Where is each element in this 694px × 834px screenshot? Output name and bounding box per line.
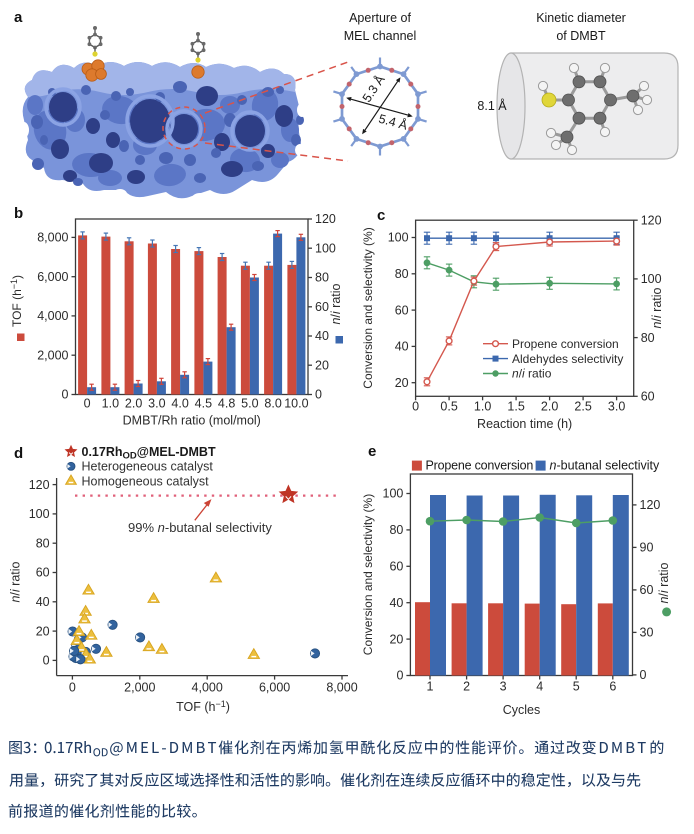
svg-text:n/i ratio: n/i ratio — [329, 283, 343, 324]
svg-text:4.8: 4.8 — [218, 397, 235, 411]
svg-text:60: 60 — [395, 303, 409, 317]
svg-text:120: 120 — [641, 213, 662, 227]
svg-text:4.0: 4.0 — [171, 397, 188, 411]
svg-text:40: 40 — [315, 329, 329, 343]
svg-text:Heterogeneous catalyst: Heterogeneous catalyst — [82, 460, 214, 474]
svg-text:100: 100 — [383, 487, 404, 501]
svg-text:80: 80 — [395, 267, 409, 281]
svg-text:0: 0 — [412, 400, 419, 414]
svg-text:1.0: 1.0 — [102, 397, 119, 411]
svg-text:20: 20 — [315, 358, 329, 372]
svg-text:20: 20 — [36, 624, 50, 638]
svg-text:Propene conversion: Propene conversion — [426, 458, 534, 472]
svg-text:120: 120 — [640, 498, 661, 512]
svg-text:60: 60 — [36, 566, 50, 580]
svg-text:5.4 Å: 5.4 Å — [377, 111, 410, 133]
svg-text:n/i ratio: n/i ratio — [657, 562, 671, 603]
svg-text:30: 30 — [640, 626, 654, 640]
svg-text:5.3 Å: 5.3 Å — [359, 72, 388, 105]
svg-text:b: b — [14, 205, 23, 222]
svg-text:1.0: 1.0 — [474, 400, 491, 414]
svg-text:e: e — [368, 443, 376, 460]
svg-text:Aperture of: Aperture of — [349, 11, 411, 25]
svg-text:3.0: 3.0 — [148, 397, 165, 411]
svg-text:0: 0 — [640, 668, 647, 682]
svg-text:0: 0 — [84, 397, 91, 411]
svg-text:2,000: 2,000 — [37, 348, 68, 362]
svg-text:0: 0 — [396, 669, 403, 683]
svg-text:4.5: 4.5 — [195, 397, 212, 411]
svg-text:1: 1 — [427, 680, 434, 694]
svg-text:60: 60 — [641, 390, 655, 404]
svg-text:2.0: 2.0 — [125, 397, 142, 411]
svg-text:Conversion and selectivity (%): Conversion and selectivity (%) — [361, 494, 375, 655]
svg-text:Reaction time (h): Reaction time (h) — [477, 417, 572, 431]
svg-text:100: 100 — [641, 272, 662, 286]
svg-text:100: 100 — [29, 507, 50, 521]
svg-text:n-butanal selectivity: n-butanal selectivity — [550, 458, 661, 472]
svg-text:2.5: 2.5 — [574, 400, 591, 414]
svg-text:120: 120 — [29, 478, 50, 492]
svg-text:60: 60 — [315, 300, 329, 314]
svg-text:Homogeneous catalyst: Homogeneous catalyst — [82, 474, 210, 488]
svg-text:0.5: 0.5 — [440, 400, 457, 414]
svg-text:n/i ratio: n/i ratio — [512, 367, 552, 381]
svg-text:80: 80 — [389, 523, 403, 537]
svg-text:Conversion and selectivity (%): Conversion and selectivity (%) — [361, 227, 375, 388]
svg-text:Aldehydes selectivity: Aldehydes selectivity — [512, 352, 623, 366]
svg-text:0: 0 — [62, 388, 69, 402]
svg-text:80: 80 — [36, 536, 50, 550]
svg-text:c: c — [377, 207, 385, 224]
svg-text:99% n-butanal selectivity: 99% n-butanal selectivity — [128, 520, 272, 535]
svg-text:of DMBT: of DMBT — [556, 29, 606, 43]
svg-text:1.5: 1.5 — [507, 400, 524, 414]
svg-text:20: 20 — [389, 632, 403, 646]
svg-text:40: 40 — [389, 596, 403, 610]
svg-text:4: 4 — [536, 680, 543, 694]
svg-text:60: 60 — [389, 560, 403, 574]
svg-text:n/i ratio: n/i ratio — [650, 287, 664, 328]
svg-text:0.17RhOD@MEL-DMBT: 0.17RhOD@MEL-DMBT — [82, 445, 216, 462]
svg-text:DMBT/Rh ratio (mol/mol): DMBT/Rh ratio (mol/mol) — [123, 414, 261, 428]
svg-text:MEL channel: MEL channel — [344, 29, 417, 43]
svg-text:8.0: 8.0 — [264, 397, 281, 411]
svg-text:20: 20 — [395, 376, 409, 390]
svg-text:4,000: 4,000 — [192, 681, 223, 695]
svg-text:40: 40 — [36, 595, 50, 609]
svg-text:2.0: 2.0 — [541, 400, 558, 414]
svg-text:Propene conversion: Propene conversion — [512, 337, 619, 351]
svg-text:8.1 Å: 8.1 Å — [477, 98, 507, 113]
svg-text:0: 0 — [315, 388, 322, 402]
svg-text:n/i ratio: n/i ratio — [9, 561, 23, 602]
svg-text:4,000: 4,000 — [37, 309, 68, 323]
svg-text:6: 6 — [609, 680, 616, 694]
svg-text:100: 100 — [388, 231, 409, 245]
svg-text:80: 80 — [641, 331, 655, 345]
svg-text:5: 5 — [573, 680, 580, 694]
svg-text:120: 120 — [315, 212, 336, 226]
svg-text:8,000: 8,000 — [37, 231, 68, 245]
svg-text:80: 80 — [315, 271, 329, 285]
svg-text:Kinetic diameter: Kinetic diameter — [536, 11, 626, 25]
svg-text:2,000: 2,000 — [124, 681, 155, 695]
svg-text:60: 60 — [640, 583, 654, 597]
svg-text:10.0: 10.0 — [284, 397, 308, 411]
svg-text:TOF (h−1): TOF (h−1) — [9, 275, 24, 327]
svg-text:2: 2 — [463, 680, 470, 694]
svg-text:d: d — [14, 445, 23, 462]
svg-text:Cycles: Cycles — [503, 703, 541, 717]
svg-text:3: 3 — [500, 680, 507, 694]
svg-text:a: a — [14, 9, 23, 26]
svg-text:90: 90 — [640, 541, 654, 555]
svg-text:TOF (h−1): TOF (h−1) — [176, 699, 230, 714]
svg-text:0: 0 — [43, 654, 50, 668]
svg-text:6,000: 6,000 — [259, 681, 290, 695]
svg-text:100: 100 — [315, 241, 336, 255]
svg-text:3.0: 3.0 — [608, 400, 625, 414]
svg-text:0: 0 — [69, 681, 76, 695]
svg-text:40: 40 — [395, 340, 409, 354]
svg-text:5.0: 5.0 — [241, 397, 258, 411]
svg-text:8,000: 8,000 — [326, 681, 357, 695]
svg-text:6,000: 6,000 — [37, 270, 68, 284]
